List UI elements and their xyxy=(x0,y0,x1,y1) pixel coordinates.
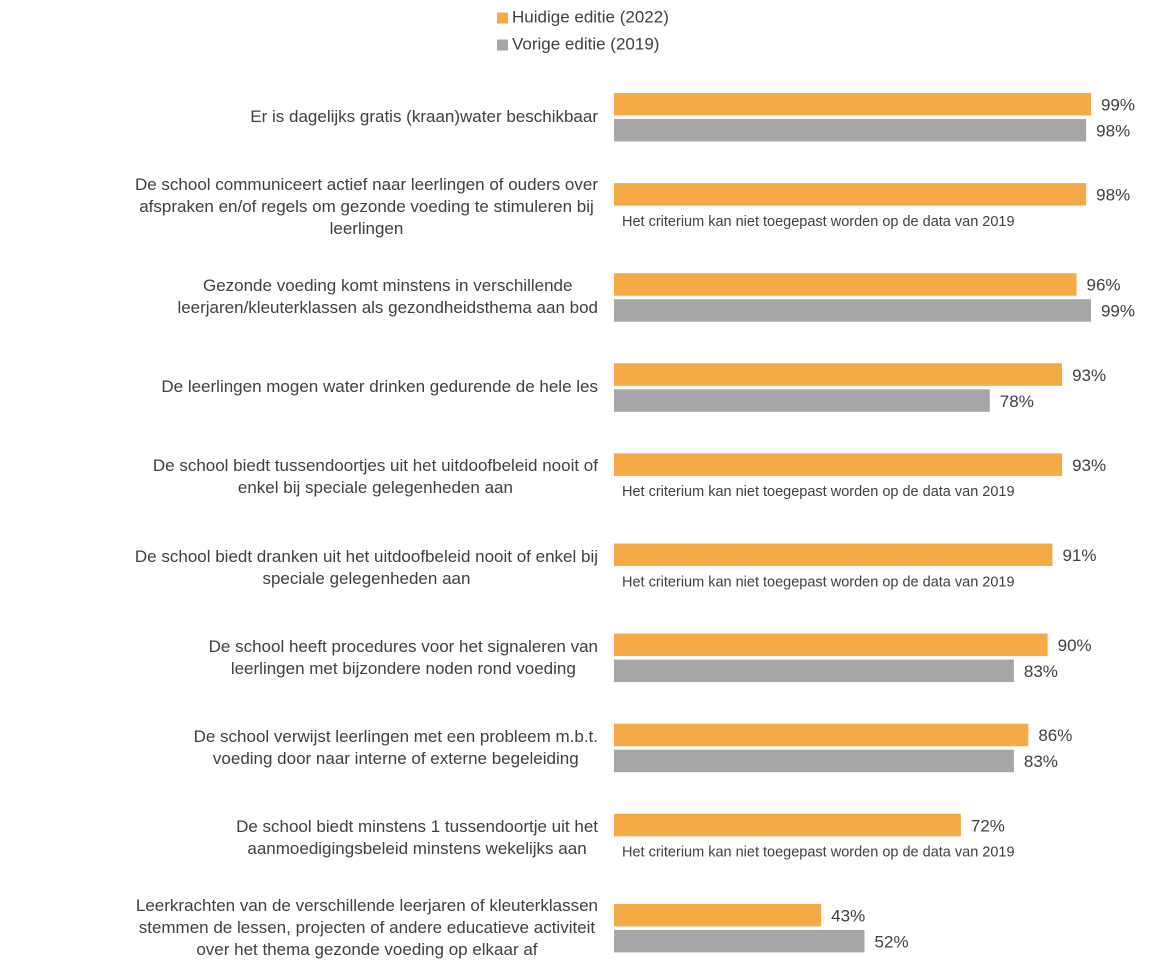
bar xyxy=(614,633,1048,657)
value-label: 52% xyxy=(875,932,909,951)
category-label: De school communiceert actief naar leerl… xyxy=(134,175,598,239)
category-label: Er is dagelijks gratis (kraan)water besc… xyxy=(250,107,598,126)
bar xyxy=(614,929,865,953)
value-label: 83% xyxy=(1024,662,1058,681)
bar xyxy=(614,299,1091,322)
value-label: 98% xyxy=(1096,121,1130,140)
bar xyxy=(614,273,1077,296)
bar xyxy=(614,543,1053,566)
value-label: 99% xyxy=(1101,95,1135,114)
category-label: De school biedt tussendoortjes uit het u… xyxy=(152,456,598,498)
bar xyxy=(614,453,1063,476)
legend-label: Vorige editie (2019) xyxy=(512,34,659,53)
value-label: 83% xyxy=(1024,752,1058,771)
category-label: De leerlingen mogen water drinken gedure… xyxy=(161,377,598,397)
bar xyxy=(614,389,990,412)
category-label: Gezonde voeding komt minstens in verschi… xyxy=(177,276,598,318)
missing-note: Het criterium kan niet toegepast worden … xyxy=(622,214,1015,230)
value-label: 72% xyxy=(971,816,1005,835)
value-label: 93% xyxy=(1072,456,1106,475)
value-label: 78% xyxy=(1000,392,1034,411)
legend-label: Huidige editie (2022) xyxy=(512,7,669,26)
bar xyxy=(614,723,1029,747)
legend-swatch xyxy=(497,39,508,51)
category-label: De school biedt dranken uit het uitdoofb… xyxy=(134,546,598,588)
category-label: De school heeft procedures voor het sign… xyxy=(208,636,598,678)
category-label: De school verwijst leerlingen met een pr… xyxy=(193,726,598,768)
legend-swatch xyxy=(497,12,508,24)
value-label: 99% xyxy=(1101,302,1135,321)
bar xyxy=(614,903,822,927)
missing-note: Het criterium kan niet toegepast worden … xyxy=(622,845,1015,861)
missing-note: Het criterium kan niet toegepast worden … xyxy=(622,484,1015,500)
missing-note: Het criterium kan niet toegepast worden … xyxy=(622,574,1015,590)
bar xyxy=(614,813,961,837)
bar xyxy=(614,119,1087,142)
value-label: 90% xyxy=(1058,636,1092,655)
value-label: 43% xyxy=(831,906,865,925)
value-label: 98% xyxy=(1096,186,1130,205)
category-label: Leerkrachten van de verschillende leerja… xyxy=(135,895,598,959)
bar xyxy=(614,363,1063,386)
category-label: De school biedt minstens 1 tussendoortje… xyxy=(236,816,598,858)
value-label: 91% xyxy=(1062,546,1096,565)
bar xyxy=(614,659,1014,683)
value-label: 93% xyxy=(1072,366,1106,385)
value-label: 96% xyxy=(1087,276,1121,295)
bar xyxy=(614,93,1091,116)
bar xyxy=(614,749,1014,773)
value-label: 86% xyxy=(1038,726,1072,745)
bar xyxy=(614,183,1087,206)
